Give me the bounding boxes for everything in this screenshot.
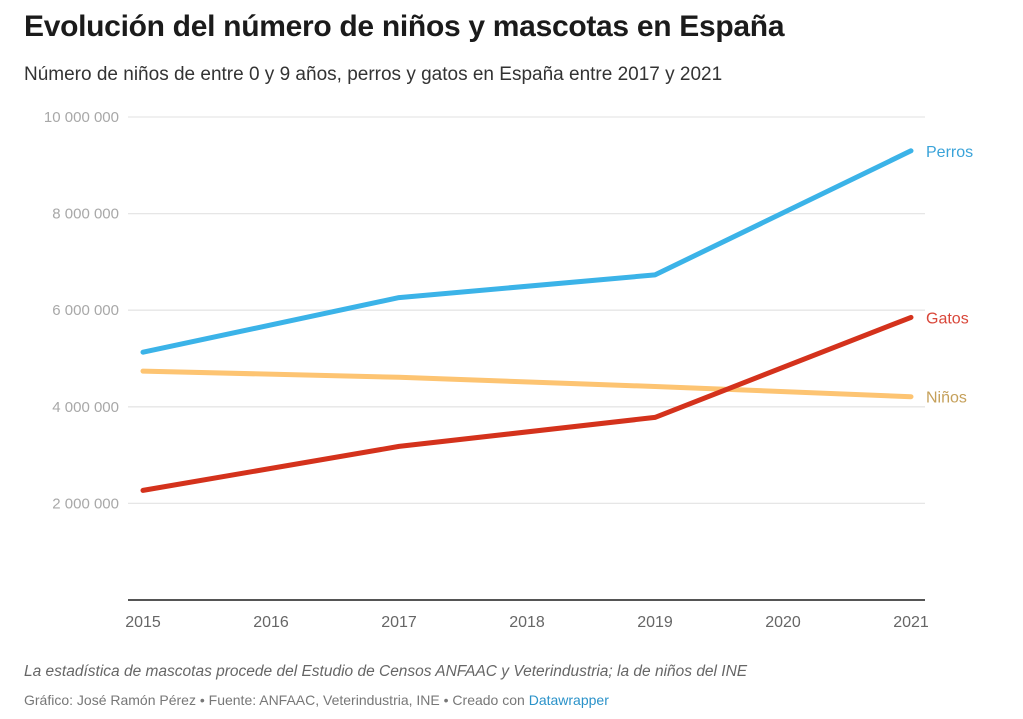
series-line-perros	[140, 148, 914, 355]
x-tick-label: 2020	[765, 614, 801, 631]
series-label: Niños	[926, 390, 967, 407]
y-tick-label: 8 000 000	[52, 206, 119, 223]
series-label: Gatos	[926, 310, 969, 327]
x-tick-label: 2016	[253, 614, 289, 631]
series-line-gatos	[140, 314, 914, 493]
series-label: Perros	[926, 144, 973, 161]
x-tick-label: 2021	[893, 614, 929, 631]
y-tick-label: 6 000 000	[52, 302, 119, 319]
x-tick-label: 2019	[637, 614, 673, 631]
y-tick-label: 4 000 000	[52, 399, 119, 416]
y-tick-label: 2 000 000	[52, 495, 119, 512]
chart-credits: Gráfico: José Ramón Pérez • Fuente: ANFA…	[24, 692, 609, 708]
x-tick-label: 2015	[125, 614, 161, 631]
credits-text: Gráfico: José Ramón Pérez • Fuente: ANFA…	[24, 692, 529, 708]
chart-title: Evolución del número de niños y mascotas…	[24, 10, 785, 43]
datawrapper-link[interactable]: Datawrapper	[528, 692, 609, 708]
series-line-ninos	[140, 368, 914, 400]
chart-note: La estadística de mascotas procede del E…	[24, 663, 748, 680]
chart-subtitle: Número de niños de entre 0 y 9 años, per…	[24, 64, 723, 85]
x-tick-label: 2017	[381, 614, 417, 631]
y-tick-label: 10 000 000	[44, 109, 119, 126]
x-tick-label: 2018	[509, 614, 545, 631]
